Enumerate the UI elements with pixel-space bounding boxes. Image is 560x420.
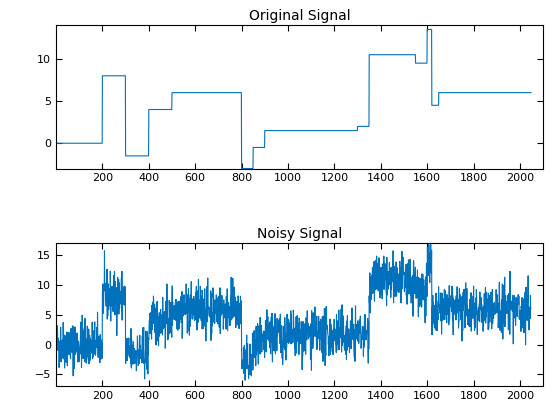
Title: Noisy Signal: Noisy Signal (257, 226, 342, 241)
Title: Original Signal: Original Signal (249, 9, 351, 23)
